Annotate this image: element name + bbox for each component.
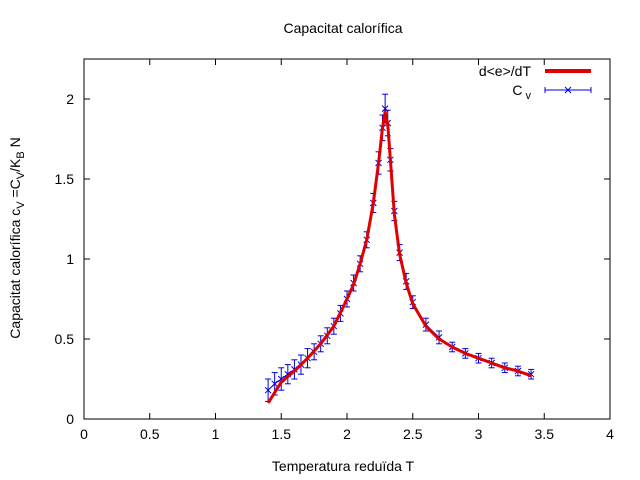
series-layer [264,93,535,404]
x-axis-label: Temperatura reduïda T [272,458,415,474]
x-tick-label: 2.5 [403,426,423,442]
cv-point [264,378,272,402]
x-tick-label: 3 [475,426,483,442]
x-tick-label: 1.5 [272,426,292,442]
chart-title: Capacitat calorífica [283,20,402,36]
x-axis-ticks: 0 0.5 1 1.5 2 2.5 3 3.5 4 [80,59,614,442]
y-axis-ticks: 0 0.5 1 1.5 2 [55,91,610,427]
legend-swatch-cv [544,86,592,94]
y-tick-label: 0 [66,411,74,427]
x-tick-label: 3.5 [535,426,555,442]
y-axis-label: Capacitat calorífica cV =CV/KB N [7,137,27,338]
x-tick-label: 4 [606,426,614,442]
y-tick-label: 1 [66,251,74,267]
cv-point [527,368,535,380]
series-de-dt-line [266,110,532,404]
y-tick-label: 0.5 [55,331,75,347]
x-tick-label: 1 [212,426,220,442]
x-tick-label: 0.5 [140,426,160,442]
y-tick-label: 1.5 [55,171,75,187]
y-tick-label: 2 [66,91,74,107]
x-tick-label: 0 [80,426,88,442]
legend-label-de-dt: d<e>/dT [479,63,532,79]
plot-frame [83,58,611,420]
x-tick-label: 2 [343,426,351,442]
